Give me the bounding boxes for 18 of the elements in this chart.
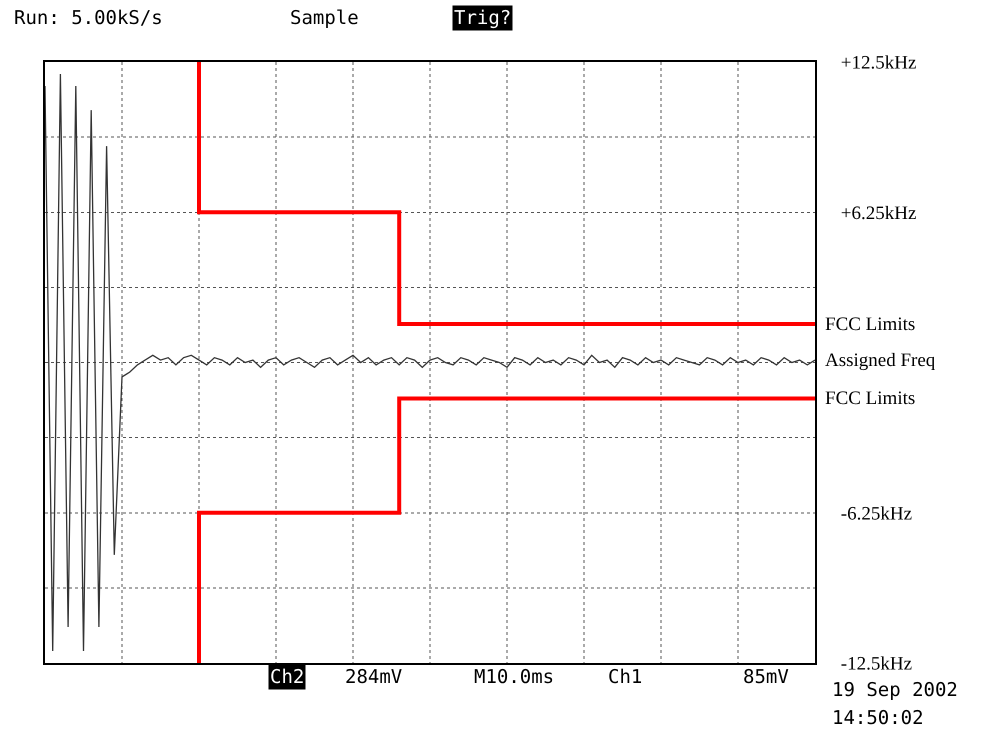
text: 14:50:02 bbox=[832, 707, 924, 729]
text: 85mV bbox=[743, 666, 789, 688]
text: 19 Sep 2002 bbox=[832, 679, 958, 701]
series-label: FCC Limits bbox=[825, 388, 916, 409]
text: Ch2 bbox=[270, 666, 304, 688]
text: Ch1 bbox=[608, 666, 642, 688]
series-label: FCC Limits bbox=[825, 314, 916, 335]
y-tick-label: -12.5kHz bbox=[840, 654, 912, 675]
y-tick-label: -6.25kHz bbox=[840, 503, 912, 524]
text: 284mV bbox=[345, 666, 402, 688]
text: Sample bbox=[290, 7, 359, 29]
y-tick-label: +12.5kHz bbox=[840, 52, 916, 74]
text: M10.0ms bbox=[474, 666, 554, 688]
y-tick-label: +6.25kHz bbox=[840, 202, 916, 224]
text: Run: 5.00kS/s bbox=[14, 7, 163, 29]
text: Trig? bbox=[454, 7, 512, 29]
series-label: Assigned Freq bbox=[825, 350, 936, 371]
line-series bbox=[45, 73, 815, 652]
